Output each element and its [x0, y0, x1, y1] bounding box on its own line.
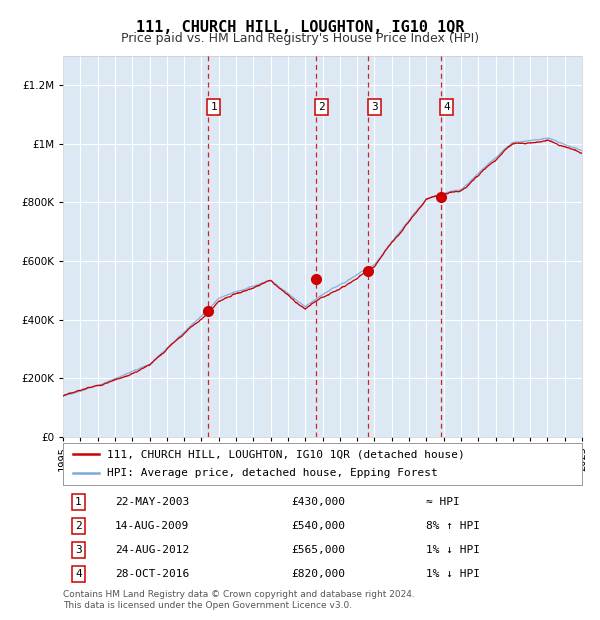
Text: 8% ↑ HPI: 8% ↑ HPI — [426, 521, 480, 531]
Text: £540,000: £540,000 — [292, 521, 346, 531]
Text: 2: 2 — [75, 521, 82, 531]
Text: 3: 3 — [371, 102, 377, 112]
Text: ≈ HPI: ≈ HPI — [426, 497, 460, 507]
Text: 1: 1 — [211, 102, 217, 112]
Text: 4: 4 — [443, 102, 450, 112]
Text: 24-AUG-2012: 24-AUG-2012 — [115, 545, 189, 555]
Text: 22-MAY-2003: 22-MAY-2003 — [115, 497, 189, 507]
Text: HPI: Average price, detached house, Epping Forest: HPI: Average price, detached house, Eppi… — [107, 469, 438, 479]
Text: 2: 2 — [319, 102, 325, 112]
Text: Price paid vs. HM Land Registry's House Price Index (HPI): Price paid vs. HM Land Registry's House … — [121, 32, 479, 45]
Text: 14-AUG-2009: 14-AUG-2009 — [115, 521, 189, 531]
Text: 1% ↓ HPI: 1% ↓ HPI — [426, 545, 480, 555]
Text: 28-OCT-2016: 28-OCT-2016 — [115, 569, 189, 579]
Text: 111, CHURCH HILL, LOUGHTON, IG10 1QR (detached house): 111, CHURCH HILL, LOUGHTON, IG10 1QR (de… — [107, 449, 465, 459]
Text: Contains HM Land Registry data © Crown copyright and database right 2024.
This d: Contains HM Land Registry data © Crown c… — [63, 590, 415, 609]
Text: £820,000: £820,000 — [292, 569, 346, 579]
Text: £565,000: £565,000 — [292, 545, 346, 555]
Text: 111, CHURCH HILL, LOUGHTON, IG10 1QR: 111, CHURCH HILL, LOUGHTON, IG10 1QR — [136, 20, 464, 35]
Text: 1: 1 — [75, 497, 82, 507]
Text: £430,000: £430,000 — [292, 497, 346, 507]
Text: 3: 3 — [75, 545, 82, 555]
Text: 1% ↓ HPI: 1% ↓ HPI — [426, 569, 480, 579]
Text: 4: 4 — [75, 569, 82, 579]
